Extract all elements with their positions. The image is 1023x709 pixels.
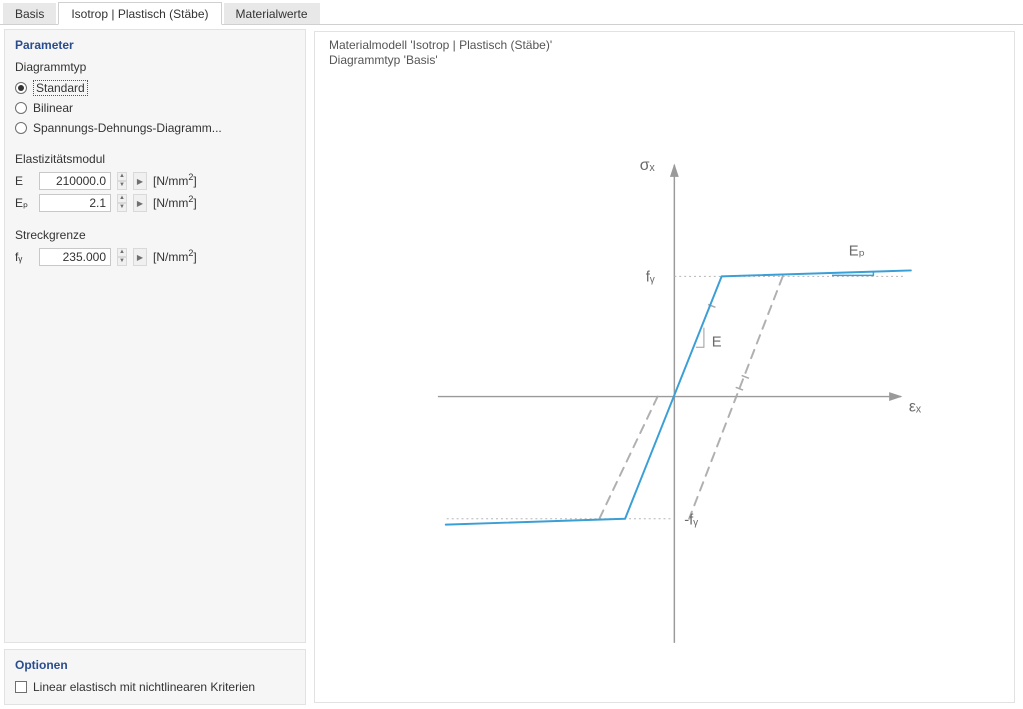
svg-text:Eₚ: Eₚ bbox=[849, 244, 865, 260]
unit-fy: [N/mm2] bbox=[153, 250, 197, 264]
tab-basis[interactable]: Basis bbox=[3, 3, 56, 24]
options-panel: Optionen Linear elastisch mit nichtlinea… bbox=[4, 649, 306, 705]
dropdown-fy-icon[interactable]: ▶ bbox=[133, 248, 147, 266]
svg-text:εₓ: εₓ bbox=[909, 398, 922, 415]
field-E: E ▲ ▼ ▶ [N/mm2] bbox=[15, 170, 295, 192]
checkbox-linear-elastic-label: Linear elastisch mit nichtlinearen Krite… bbox=[33, 680, 255, 694]
spinner-fy[interactable]: ▲ ▼ bbox=[117, 248, 127, 266]
dropdown-E-icon[interactable]: ▶ bbox=[133, 172, 147, 190]
tab-isotrop-plastic[interactable]: Isotrop | Plastisch (Stäbe) bbox=[58, 2, 221, 25]
chevron-up-icon[interactable]: ▲ bbox=[117, 194, 127, 203]
chevron-up-icon[interactable]: ▲ bbox=[117, 248, 127, 257]
elastic-modulus-label: Elastizitätsmodul bbox=[15, 152, 295, 166]
symbol-Ep: Eₚ bbox=[15, 196, 33, 210]
symbol-fy: fᵧ bbox=[15, 250, 33, 264]
svg-text:E: E bbox=[712, 334, 722, 350]
chevron-up-icon[interactable]: ▲ bbox=[117, 172, 127, 181]
radio-standard[interactable]: Standard bbox=[15, 78, 295, 98]
spinner-E[interactable]: ▲ ▼ bbox=[117, 172, 127, 190]
field-fy: fᵧ ▲ ▼ ▶ [N/mm2] bbox=[15, 246, 295, 268]
symbol-E: E bbox=[15, 174, 33, 188]
chevron-down-icon[interactable]: ▼ bbox=[117, 181, 127, 190]
radio-icon bbox=[15, 122, 27, 134]
options-title: Optionen bbox=[15, 658, 295, 672]
input-E[interactable] bbox=[39, 172, 111, 190]
yield-label: Streckgrenze bbox=[15, 228, 295, 242]
input-fy[interactable] bbox=[39, 248, 111, 266]
tab-material-values[interactable]: Materialwerte bbox=[224, 3, 320, 24]
tab-bar: Basis Isotrop | Plastisch (Stäbe) Materi… bbox=[0, 0, 1023, 24]
parameter-panel: Parameter Diagrammtyp Standard Bilinear … bbox=[4, 29, 306, 643]
dropdown-Ep-icon[interactable]: ▶ bbox=[133, 194, 147, 212]
chart-area: Materialmodell 'Isotrop | Plastisch (Stä… bbox=[314, 31, 1015, 703]
unit-E: [N/mm2] bbox=[153, 174, 197, 188]
field-Ep: Eₚ ▲ ▼ ▶ [N/mm2] bbox=[15, 192, 295, 214]
chevron-down-icon[interactable]: ▼ bbox=[117, 257, 127, 266]
unit-Ep: [N/mm2] bbox=[153, 196, 197, 210]
chevron-down-icon[interactable]: ▼ bbox=[117, 203, 127, 212]
stress-strain-chart: σₓ εₓ fᵧ -fᵧ E Eₚ bbox=[315, 32, 1014, 702]
spinner-Ep[interactable]: ▲ ▼ bbox=[117, 194, 127, 212]
radio-icon bbox=[15, 102, 27, 114]
input-Ep[interactable] bbox=[39, 194, 111, 212]
radio-icon bbox=[15, 82, 27, 94]
svg-text:fᵧ: fᵧ bbox=[646, 269, 655, 285]
radio-standard-label: Standard bbox=[33, 80, 88, 96]
radio-stress-strain-label: Spannungs-Dehnungs-Diagramm... bbox=[33, 121, 222, 135]
svg-text:σₓ: σₓ bbox=[640, 157, 656, 174]
radio-bilinear-label: Bilinear bbox=[33, 101, 73, 115]
checkbox-linear-elastic[interactable]: Linear elastisch mit nichtlinearen Krite… bbox=[15, 680, 295, 694]
diagram-type-label: Diagrammtyp bbox=[15, 60, 295, 74]
radio-bilinear[interactable]: Bilinear bbox=[15, 98, 295, 118]
parameter-title: Parameter bbox=[15, 38, 295, 52]
checkbox-icon bbox=[15, 681, 27, 693]
svg-text:-fᵧ: -fᵧ bbox=[684, 513, 698, 529]
radio-stress-strain[interactable]: Spannungs-Dehnungs-Diagramm... bbox=[15, 118, 295, 138]
